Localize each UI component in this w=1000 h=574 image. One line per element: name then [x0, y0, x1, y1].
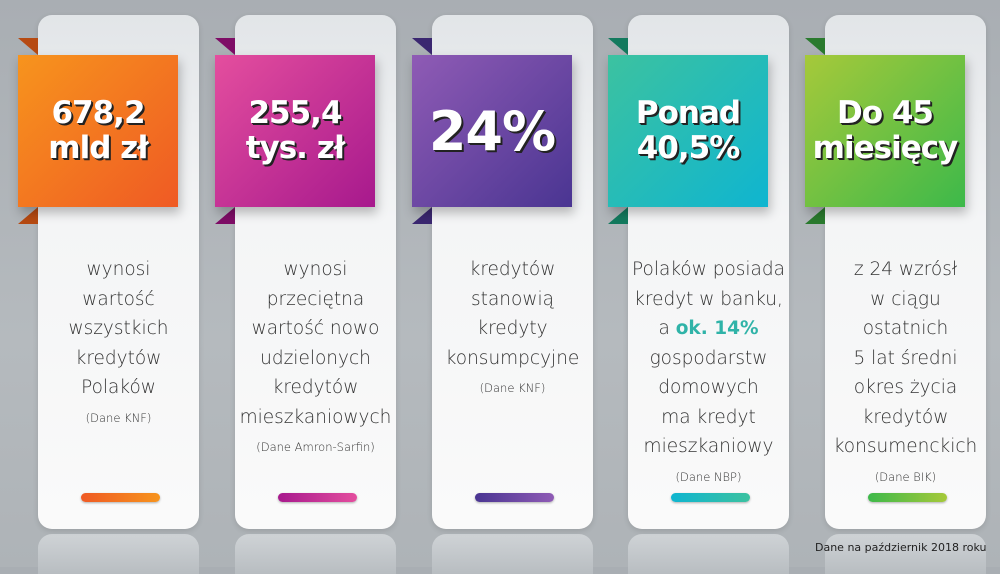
- accent-bar: [475, 493, 554, 502]
- stat-card: Ponad 40,5% Polaków posiada kredyt w banku…: [608, 15, 789, 529]
- accent-bar: [671, 493, 750, 502]
- description: z 24 wzrósł w ciągu ostatnich 5 lat średni…: [825, 255, 986, 492]
- description-line: wszystkich: [68, 318, 169, 339]
- description-line: gospodarstw: [649, 347, 768, 369]
- ribbon-fold: [805, 207, 825, 224]
- description-line: kredytów: [272, 377, 359, 398]
- description-line: w ciągu ostatnich: [862, 288, 949, 340]
- stat-card: 678,2 mld zł wynosi wartość wszystkich kredy…: [18, 15, 199, 529]
- prefix: a: [658, 318, 676, 339]
- description: kredytów stanowią kredyty konsumpcyjne (Dane…: [432, 255, 593, 403]
- ribbon-fold: [18, 207, 38, 224]
- description-line: ma kredyt: [661, 406, 756, 428]
- description-line: konsumenckich: [833, 436, 978, 457]
- headline-box: 678,2 mld zł: [18, 55, 178, 207]
- description-line: stanowią: [471, 288, 554, 310]
- ribbon-fold: [215, 38, 235, 55]
- accent-bar: [278, 493, 357, 502]
- headline-box: 24%: [412, 55, 572, 207]
- description-line: domowych: [658, 377, 759, 398]
- card-reflection: [38, 534, 199, 574]
- description-line: kredytów: [469, 259, 556, 280]
- headline: 255,4 tys. zł: [245, 95, 346, 166]
- description: Polaków posiada kredyt w banku, a ok. 14% g…: [628, 255, 789, 492]
- source-label: (Dane Amron-Sarfin): [256, 440, 375, 454]
- stat-card: Do 45 miesięcy z 24 wzrósł w ciągu ostatni…: [805, 15, 986, 529]
- description-line: konsumpcyjne: [445, 347, 580, 369]
- description-line: a ok. 14%: [628, 314, 789, 344]
- description-line: wartość: [82, 288, 155, 310]
- description-line: wynosi: [283, 259, 348, 280]
- description-line: przeciętna: [266, 288, 365, 310]
- ribbon-fold: [805, 38, 825, 55]
- description-line: 5 lat średni: [853, 347, 958, 369]
- headline: Do 45 miesięcy: [812, 95, 959, 166]
- headline: 678,2 mld zł: [48, 95, 148, 166]
- description-line: wartość nowo: [251, 318, 380, 339]
- headline: Ponad 40,5%: [635, 95, 741, 166]
- headline-box: Do 45 miesięcy: [805, 55, 965, 207]
- card-reflection: [825, 534, 986, 574]
- ribbon-fold: [412, 207, 432, 224]
- description-line: wynosi: [86, 259, 151, 280]
- card-reflection: [235, 534, 396, 574]
- ribbon-fold: [608, 207, 628, 224]
- description-line: z 24 wzrósł: [853, 259, 958, 280]
- card-reflection: [628, 534, 789, 574]
- description: wynosi wartość wszystkich kredytów Polaków (D…: [38, 255, 199, 433]
- source-label: (Dane KNF): [479, 381, 546, 395]
- highlight: ok. 14%: [675, 318, 759, 339]
- description: wynosi przeciętna wartość nowo udzielonych k…: [235, 255, 396, 462]
- description-line: kredyty: [477, 318, 548, 339]
- stat-card: 24% kredytów stanowią kredyty konsumpcyjne (D…: [412, 15, 593, 529]
- description-line: kredytów: [862, 406, 949, 428]
- description-line: okres życia: [853, 377, 958, 398]
- card-reflection: [432, 534, 593, 574]
- accent-bar: [868, 493, 947, 502]
- description-line: Polaków: [81, 377, 156, 398]
- source-label: (Dane KNF): [85, 410, 152, 425]
- ribbon-fold: [608, 38, 628, 55]
- description-line: Polaków posiada: [632, 259, 785, 280]
- footer-note: Dane na październik 2018 roku: [815, 541, 987, 554]
- description-line: udzielonych: [260, 347, 371, 369]
- source-label: (Dane NBP): [675, 469, 742, 484]
- ribbon-fold: [215, 207, 235, 224]
- description-line: kredyt w banku,: [634, 288, 783, 310]
- description-line: mieszkaniowy: [643, 436, 774, 457]
- headline-box: 255,4 tys. zł: [215, 55, 375, 207]
- description-line: kredytów: [75, 347, 162, 369]
- source-label: (Dane BIK): [874, 469, 937, 484]
- description-line: mieszkaniowych: [239, 406, 392, 428]
- stat-card: 255,4 tys. zł wynosi przeciętna wartość now…: [215, 15, 396, 529]
- ribbon-fold: [18, 38, 38, 55]
- headline: 24%: [428, 99, 556, 163]
- accent-bar: [81, 493, 160, 502]
- ribbon-fold: [412, 38, 432, 55]
- headline-box: Ponad 40,5%: [608, 55, 768, 207]
